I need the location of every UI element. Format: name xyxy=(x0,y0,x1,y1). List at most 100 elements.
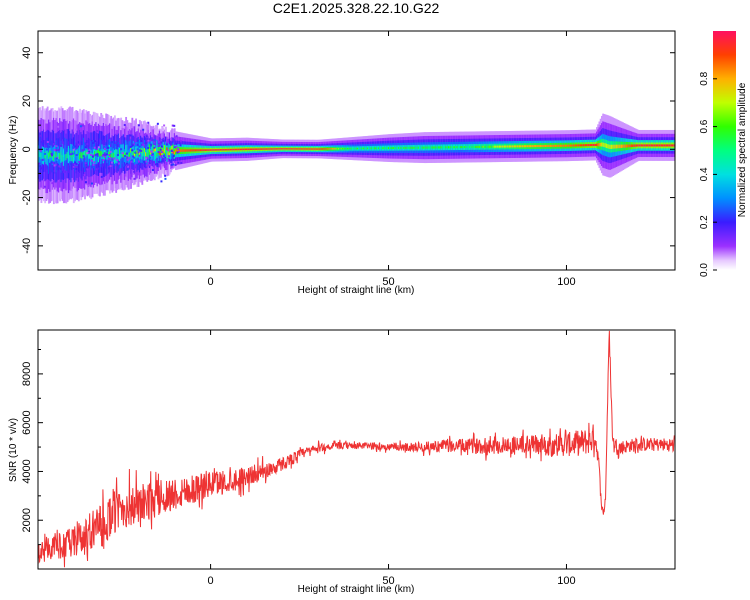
spectrogram-cell xyxy=(208,149,211,151)
spectrogram-cell xyxy=(643,144,646,147)
spectrogram-speck xyxy=(100,175,103,178)
spectrogram-speck xyxy=(142,143,145,146)
spectrogram-speck xyxy=(81,149,84,152)
spectrogram-cell xyxy=(248,148,251,151)
spectrogram-cell xyxy=(623,144,626,148)
spectrogram-cell xyxy=(374,147,377,150)
spectrogram-cell xyxy=(253,148,256,150)
spectrogram-cell xyxy=(136,149,139,154)
spectrogram-speck xyxy=(164,174,167,177)
spectrogram-cell xyxy=(553,144,556,147)
spectrogram-speck xyxy=(175,135,178,138)
spectrogram-speck xyxy=(109,150,112,153)
spectrogram-cell xyxy=(397,146,400,149)
spectrogram-speck xyxy=(72,145,75,148)
spectrogram-x-axis-label: Height of straight line (km) xyxy=(298,285,415,296)
spectrogram-cell xyxy=(121,144,124,158)
spectrogram-cell xyxy=(568,144,571,147)
spectrogram-cell xyxy=(533,145,536,148)
spectrogram-cell xyxy=(602,142,605,147)
spectrogram-cell xyxy=(404,146,407,149)
spectrogram-cell xyxy=(648,144,651,147)
spectrogram-cell xyxy=(147,149,150,154)
spectrogram-cell xyxy=(202,149,205,152)
spectrogram-speck xyxy=(126,156,129,159)
spectrogram-speck xyxy=(75,128,78,131)
spectrogram-cell xyxy=(386,147,389,150)
spectrogram-cell xyxy=(356,147,359,150)
spectrogram-cell xyxy=(447,146,450,149)
spectrogram-cell xyxy=(84,150,86,157)
spectrogram-cell xyxy=(640,144,643,147)
spectrogram-speck xyxy=(140,149,143,152)
spectrogram-speck xyxy=(153,139,156,142)
spectrogram-cell xyxy=(662,144,664,147)
spectrogram-speck xyxy=(170,163,173,166)
spectrogram-cell xyxy=(592,143,595,147)
spectrogram-cell xyxy=(515,145,517,148)
spectrogram-cell xyxy=(318,148,321,150)
spectrogram-speck xyxy=(96,129,99,132)
spectrogram-speck xyxy=(170,149,173,152)
spectrogram-cell xyxy=(419,146,421,149)
spectrogram-cell xyxy=(125,152,128,158)
spectrogram-speck xyxy=(146,156,149,159)
spectrogram-speck xyxy=(90,182,93,185)
spectrogram-cell xyxy=(541,144,544,148)
spectrogram-cell xyxy=(628,144,631,148)
spectrogram-cell xyxy=(581,144,583,147)
spectrogram-speck xyxy=(135,166,137,169)
spectrogram-cell xyxy=(192,149,195,152)
spectrogram-speck xyxy=(123,164,126,167)
spectrogram-speck xyxy=(164,158,167,161)
spectrogram-cell xyxy=(609,144,612,149)
spectrogram-cell xyxy=(395,147,398,149)
spectrogram-cell xyxy=(491,145,494,148)
spectrogram-speck xyxy=(149,139,152,142)
spectrogram-speck xyxy=(149,144,152,147)
spectrogram-cell xyxy=(340,147,343,150)
spectrogram-cell xyxy=(76,148,79,166)
spectrogram-cell xyxy=(571,144,573,147)
spectrogram-cell xyxy=(401,146,404,149)
spectrogram-cell xyxy=(593,143,596,147)
spectrogram-speck xyxy=(75,165,78,168)
spectrogram-cell xyxy=(138,151,141,157)
spectrogram-cell xyxy=(61,155,64,162)
spectrogram-cell xyxy=(482,145,485,148)
spectrogram-cell xyxy=(354,147,357,150)
colorbar-ticks: 0.0 0.2 0.4 0.6 0.8 xyxy=(699,71,717,277)
spectrogram-cell xyxy=(46,148,49,166)
spectrogram-speck xyxy=(149,160,152,163)
spectrogram-cell xyxy=(307,148,309,150)
spectrogram-cell xyxy=(62,150,65,157)
spectrogram-cell xyxy=(439,146,441,149)
spectrogram-speck xyxy=(175,145,178,148)
spectrogram-cell xyxy=(336,148,339,150)
spectrogram-cell xyxy=(500,145,502,148)
spectrogram-speck xyxy=(63,170,66,173)
spectrogram-cell xyxy=(345,147,348,150)
spectrogram-cell xyxy=(310,148,313,150)
spectrogram-speck xyxy=(176,151,179,154)
spectrogram-cell xyxy=(313,148,316,150)
spectrogram-speck xyxy=(75,154,78,157)
spectrogram-cell xyxy=(363,147,365,150)
spectrogram-speck xyxy=(138,154,141,157)
spectrogram-speck xyxy=(74,161,77,164)
spectrogram-cell xyxy=(143,149,146,161)
spectrogram-speck xyxy=(129,134,132,137)
spectrogram-cell xyxy=(485,145,487,148)
spectrogram-speck xyxy=(97,146,100,149)
spectrogram-cell xyxy=(285,148,288,150)
spectrogram-cell xyxy=(542,144,545,148)
spectrogram-cell xyxy=(38,150,40,158)
spectrogram-cell xyxy=(527,145,530,148)
spectrogram-cell xyxy=(89,152,91,159)
spectrogram-cell xyxy=(123,151,126,157)
spectrogram-speck xyxy=(46,140,49,143)
spectrogram-speck xyxy=(162,139,165,142)
y-tick-label: 4000 xyxy=(21,459,33,483)
spectrogram-cell xyxy=(510,145,512,148)
spectrogram-speck xyxy=(145,135,148,138)
